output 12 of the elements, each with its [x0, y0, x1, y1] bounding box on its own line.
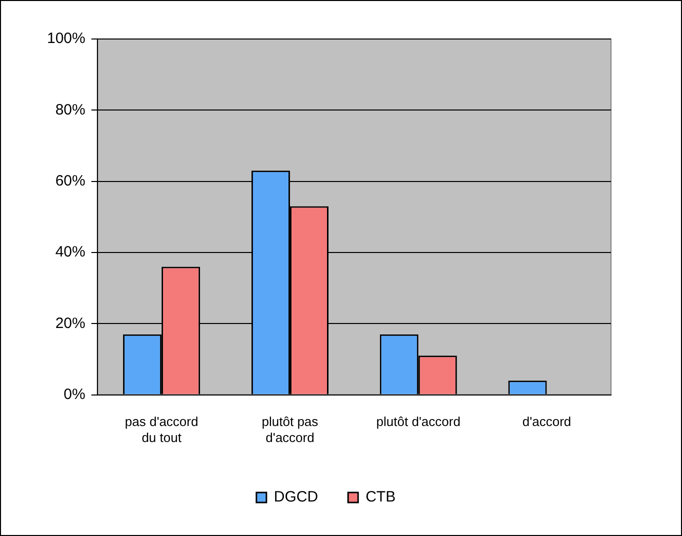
y-tick-label: 100% [46, 30, 86, 48]
y-tick-label: 20% [55, 314, 86, 332]
x-tick-label: d'accord [522, 414, 572, 430]
y-tick-label: 80% [55, 101, 86, 118]
legend-label: CTB [366, 488, 396, 506]
y-tick-label: 60% [55, 172, 86, 190]
x-tick-label: pas d'accord du tout [124, 414, 198, 445]
x-tick-label: plutôt d'accord [376, 414, 460, 430]
y-tick-label: 40% [55, 244, 86, 261]
x-tick-label: plutôt pas d'accord [262, 414, 319, 445]
y-tick-label: 0% [64, 386, 86, 403]
legend-label: DGCD [274, 488, 318, 506]
